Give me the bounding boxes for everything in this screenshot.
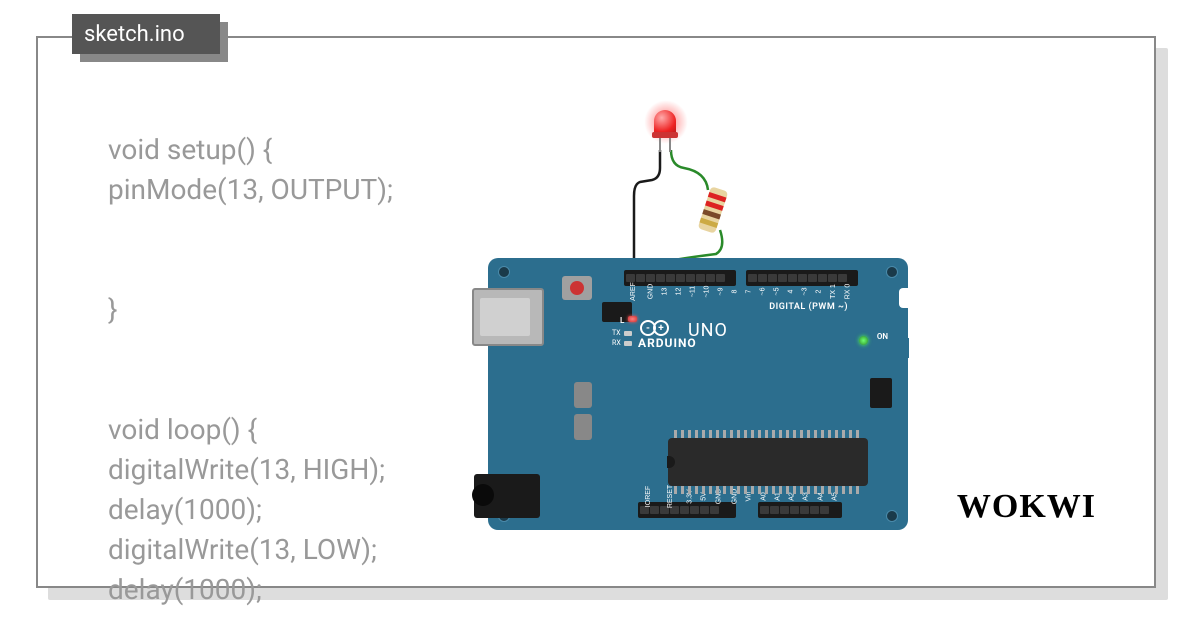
usb-port: [472, 288, 544, 346]
on-led: [859, 336, 868, 345]
analog-header[interactable]: [758, 502, 842, 518]
power-header[interactable]: [638, 502, 736, 518]
icsp-header-2: [870, 378, 892, 408]
on-label: ON: [877, 332, 888, 341]
resistor-band-2: [705, 201, 724, 211]
digital-section-label: DIGITAL (PWM ~): [769, 302, 848, 312]
led-leg-anode: [669, 138, 671, 152]
mount-hole: [886, 510, 898, 522]
file-tab[interactable]: sketch.ino: [72, 14, 220, 54]
l-led: [628, 316, 637, 322]
code-text: void setup() { pinMode(13, OUTPUT); } vo…: [108, 133, 393, 606]
main-card: void setup() { pinMode(13, OUTPUT); } vo…: [36, 36, 1156, 588]
capacitor: [574, 382, 592, 408]
capacitor: [574, 414, 592, 440]
mount-hole: [886, 266, 898, 278]
resistor-band-1: [708, 192, 727, 202]
power-jack: [474, 474, 540, 518]
bottom-pin-labels: IOREFRESET3.3V5VGNDGNDVinA0A1A2A3A4A5: [638, 493, 842, 500]
led-leg-cathode: [659, 138, 661, 152]
tab-filename: sketch.ino: [84, 22, 185, 47]
led-base: [652, 132, 678, 138]
atmega-chip: [668, 438, 868, 486]
resistor-band-4: [699, 218, 718, 228]
mount-hole: [498, 266, 510, 278]
wokwi-brand: WOKWI: [957, 488, 1096, 526]
arduino-board[interactable]: AREFGND1312~11~10~987~6~54~32TX 1RX 0 IO…: [488, 258, 908, 530]
reset-button[interactable]: [562, 276, 592, 300]
arduino-logo-icon: -+: [640, 320, 669, 336]
l-led-label: L: [620, 316, 624, 325]
circuit-canvas[interactable]: AREFGND1312~11~10~987~6~54~32TX 1RX 0 IO…: [468, 108, 968, 538]
tx-rx-labels: TX RX: [612, 328, 632, 348]
resistor-band-3: [702, 209, 721, 219]
digital-pin-labels: AREFGND1312~11~10~987~6~54~32TX 1RX 0: [624, 288, 856, 295]
board-model-text: UNO: [688, 320, 728, 341]
code-editor[interactable]: void setup() { pinMode(13, OUTPUT); } vo…: [108, 130, 448, 610]
